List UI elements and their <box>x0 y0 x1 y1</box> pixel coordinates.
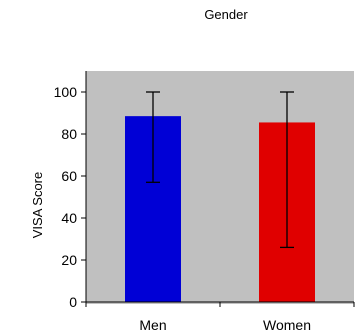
chart-title: Gender <box>204 7 248 22</box>
y-axis-label: VISA Score <box>30 172 45 238</box>
y-tick-label: 100 <box>54 84 78 100</box>
plot-area: Men Women 0 20 40 60 80 100 <box>54 71 355 333</box>
y-tick-label: 60 <box>61 168 77 184</box>
y-tick-label: 0 <box>69 294 77 310</box>
y-tick-label: 80 <box>61 126 77 142</box>
y-tick-label: 20 <box>61 252 77 268</box>
y-tick-label: 40 <box>61 210 77 226</box>
x-tick-label: Men <box>139 317 166 333</box>
x-tick-label: Women <box>263 317 311 333</box>
